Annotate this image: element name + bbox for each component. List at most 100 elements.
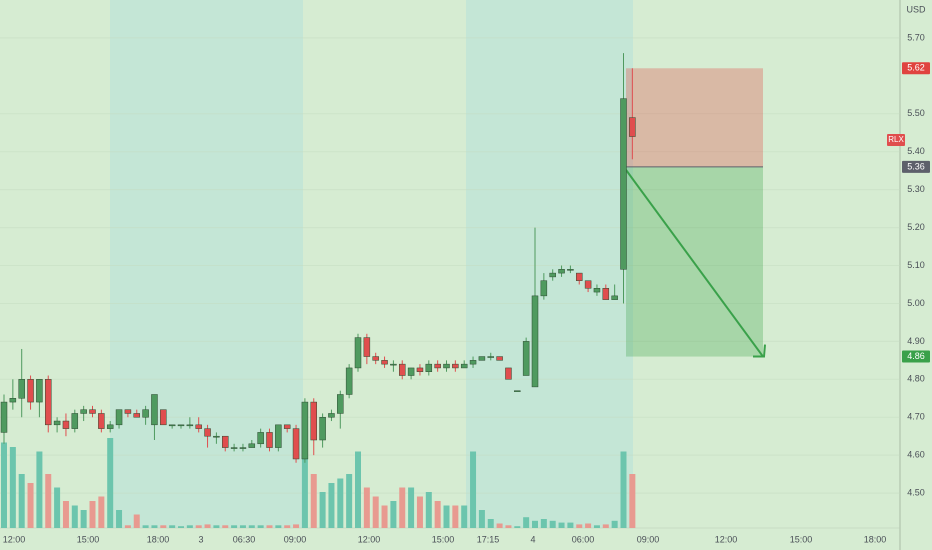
volume-bar (257, 525, 264, 528)
volume-bar (576, 524, 583, 528)
volume-bar (151, 525, 158, 528)
candle-body (257, 432, 264, 445)
candle-body (345, 367, 353, 395)
volume-bar (142, 525, 149, 528)
candle-body (558, 269, 565, 274)
candle-body (62, 420, 70, 429)
stop-price-label: 5.62 (907, 63, 925, 73)
y-tick-label: 4.50 (907, 487, 925, 497)
volume-bar (629, 474, 636, 528)
x-tick-label: 09:00 (284, 534, 307, 544)
candle-body (425, 363, 433, 372)
candle-body (478, 356, 486, 361)
candle-body (549, 272, 556, 278)
volume-bar (62, 501, 69, 528)
volume-bar (116, 510, 123, 528)
volume-bar (408, 487, 415, 528)
candle-body (124, 409, 132, 414)
symbol-label: RLX (888, 135, 904, 144)
candle-body (584, 280, 592, 289)
volume-bar (54, 487, 61, 528)
candle-body (469, 360, 477, 365)
y-tick-label: 5.10 (907, 260, 925, 270)
candle-body (71, 413, 79, 429)
candle-body (230, 447, 238, 449)
volume-bar (18, 474, 25, 528)
volume-bar (611, 520, 618, 528)
candle-body (611, 295, 618, 300)
volume-bar (523, 517, 530, 528)
candle-body (115, 409, 123, 426)
volume-bar (169, 525, 176, 528)
volume-bar (602, 524, 609, 528)
volume-bar (346, 474, 353, 528)
candle-body (390, 363, 397, 366)
volume-bar (266, 525, 273, 528)
volume-bar (239, 525, 246, 528)
candle-body (399, 363, 406, 376)
volume-bar (478, 510, 485, 528)
volume-bar (213, 525, 220, 528)
candle-body (239, 447, 247, 449)
y-tick-label: 5.70 (907, 32, 925, 42)
candle-body (514, 390, 521, 392)
volume-bar (496, 523, 503, 528)
candle-body (160, 409, 167, 426)
y-tick-label: 4.80 (907, 374, 925, 384)
candle-body (213, 435, 220, 438)
target-price-label: 4.86 (907, 351, 925, 361)
candle-body (18, 379, 25, 399)
volume-bar (36, 451, 43, 528)
candle-body (310, 401, 317, 441)
volume-bar (461, 505, 468, 528)
session-band (110, 0, 303, 528)
volume-bar (425, 492, 432, 528)
volume-bar (124, 525, 131, 528)
candle-body (319, 416, 326, 441)
volume-bar (355, 451, 361, 528)
volume-bar (337, 478, 344, 528)
stop-zone (626, 68, 763, 167)
candle-body (266, 432, 273, 448)
candle-body (407, 367, 415, 376)
session-band (466, 0, 633, 528)
candle-body (505, 367, 512, 380)
candle-body (292, 428, 300, 460)
candle-body (522, 341, 530, 376)
candle-body (36, 379, 43, 403)
candle-body (186, 424, 194, 427)
volume-bar (363, 487, 370, 528)
volume-bar (98, 496, 105, 528)
volume-bar (248, 525, 255, 528)
y-tick-label: 5.30 (907, 184, 925, 194)
candle-body (133, 413, 140, 418)
volume-bar (620, 451, 627, 528)
currency-label: USD (906, 4, 926, 14)
volume-bar (549, 520, 556, 528)
volume-bar (45, 474, 52, 528)
x-tick-label: 12:00 (715, 534, 738, 544)
x-tick-label: 12:00 (358, 534, 381, 544)
volume-bar (293, 524, 300, 528)
volume-bar (585, 523, 592, 528)
volume-bar (107, 438, 114, 528)
candle-body (80, 409, 87, 414)
volume-bar (532, 520, 538, 528)
x-tick-label: 12:00 (3, 534, 26, 544)
candle-body (106, 424, 114, 429)
trend-arrow (625, 169, 764, 358)
price-axis (900, 0, 932, 550)
x-tick-label: 06:00 (572, 534, 595, 544)
candle-body (381, 360, 388, 365)
candle-body (460, 363, 468, 369)
x-tick-label: 09:00 (637, 534, 660, 544)
x-tick-label: 3 (198, 534, 203, 544)
candle-body (27, 379, 34, 403)
volume-bar (319, 492, 326, 528)
candle-body (443, 363, 450, 369)
volume-bar (160, 525, 167, 528)
candle-body (168, 424, 176, 427)
candle-body (151, 394, 158, 426)
candle-body (372, 356, 379, 361)
candle-body (9, 398, 17, 403)
